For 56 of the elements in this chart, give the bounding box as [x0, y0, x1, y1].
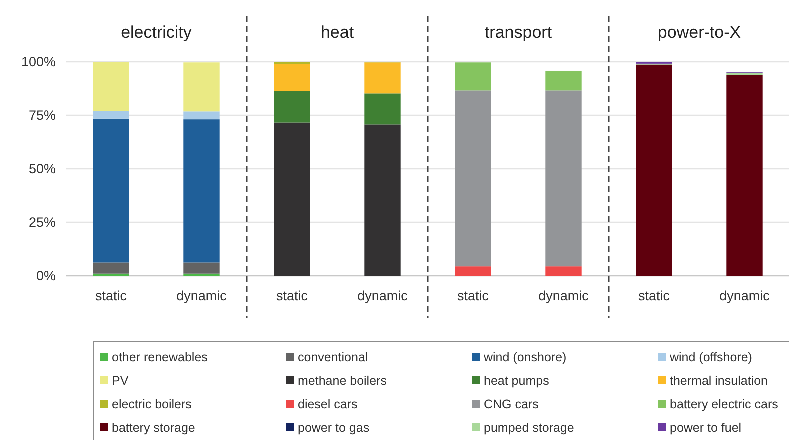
- x-tick-label: dynamic: [720, 288, 770, 304]
- legend-label: methane boilers: [298, 374, 387, 388]
- bar: [184, 262, 220, 274]
- y-tick-label: 100%: [21, 54, 56, 70]
- y-tick-label: 25%: [28, 215, 56, 230]
- legend-label: wind (onshore): [483, 350, 567, 364]
- bar: [455, 62, 492, 91]
- legend-label: pumped storage: [484, 420, 574, 435]
- legend-label: battery electric cars: [670, 397, 778, 412]
- bar: [455, 266, 492, 276]
- legend-label: electric boilers: [112, 397, 192, 412]
- bar: [636, 64, 672, 276]
- text: transport: [484, 22, 552, 42]
- x-tick-label: dynamic: [538, 288, 590, 304]
- x-tick-label: static: [457, 288, 490, 304]
- bar: [546, 90, 582, 267]
- legend-label: power to gas: [298, 420, 370, 435]
- y-tick-label: 75%: [28, 108, 56, 124]
- bar: [184, 120, 220, 263]
- x-tick-label: static: [276, 288, 308, 304]
- bar: [364, 124, 401, 276]
- bar: [546, 70, 582, 91]
- legend-label: other renewables: [112, 350, 208, 364]
- bar: [93, 118, 130, 263]
- x-tick-label: dynamic: [176, 288, 228, 304]
- legend-label: conventional: [298, 350, 368, 364]
- bar: [184, 112, 220, 120]
- bar: [184, 62, 220, 112]
- legend-label: thermal insulation: [670, 374, 768, 388]
- bar: [726, 72, 763, 76]
- bar: [364, 62, 401, 94]
- text: electricity: [121, 22, 192, 42]
- bar: [455, 90, 492, 267]
- y-tick-label: 50%: [28, 162, 56, 177]
- bar: [726, 75, 763, 276]
- legend-label: battery storage: [112, 420, 196, 435]
- legend-label: PV: [112, 374, 130, 388]
- bar: [364, 94, 401, 125]
- bar: [274, 64, 310, 92]
- bar: [93, 262, 130, 274]
- text: heat: [320, 22, 354, 42]
- y-tick-label: 0%: [36, 268, 56, 284]
- bar: [274, 122, 310, 276]
- legend-label: CNG cars: [484, 397, 539, 412]
- bar: [93, 62, 130, 112]
- x-tick-label: static: [638, 288, 670, 304]
- legend-label: power to fuel: [670, 420, 742, 435]
- x-tick-label: dynamic: [358, 288, 408, 304]
- bar: [546, 266, 582, 276]
- legend-label: diesel cars: [298, 397, 358, 412]
- text: power-to-X: [658, 22, 742, 42]
- legend-label: heat pumps: [484, 374, 550, 388]
- bar: [93, 111, 130, 119]
- legend-label: wind (offshore): [669, 350, 752, 364]
- x-tick-label: static: [95, 288, 128, 304]
- bar: [274, 91, 310, 123]
